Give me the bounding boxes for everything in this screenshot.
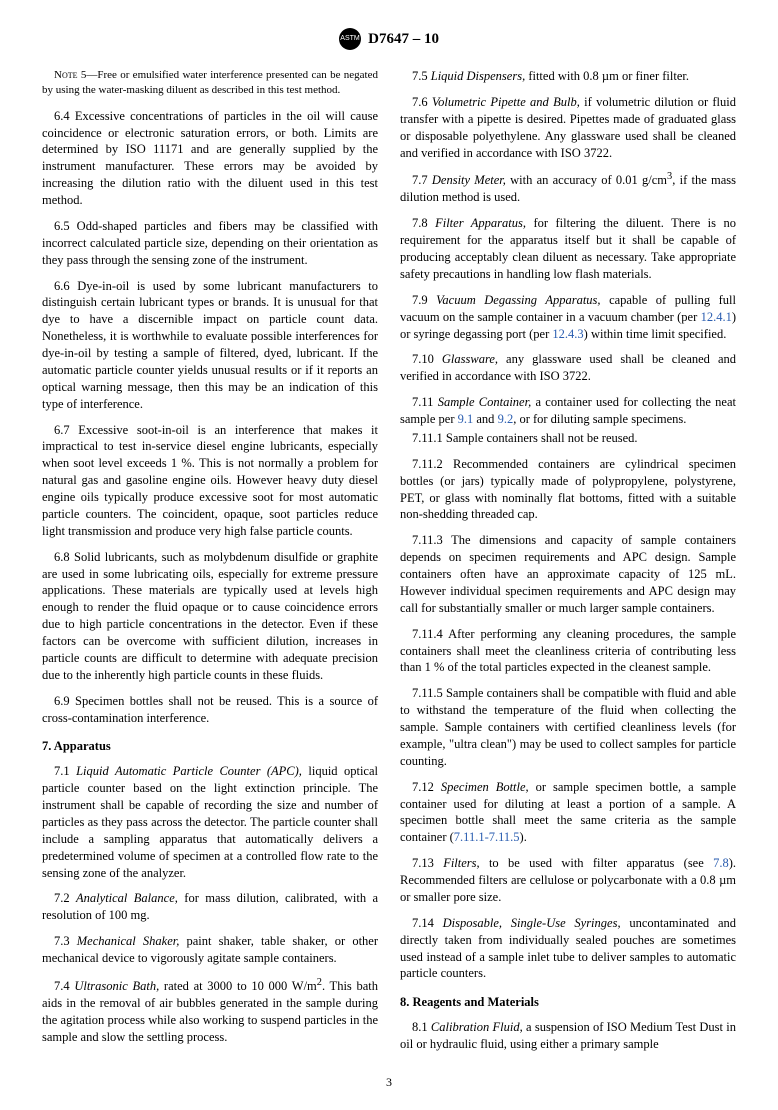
- num-7-1: 7.1: [54, 764, 76, 778]
- para-7-6: 7.6 Volumetric Pipette and Bulb, if volu…: [400, 94, 736, 162]
- para-7-13: 7.13 Filters, to be used with filter app…: [400, 855, 736, 906]
- para-7-11-4: 7.11.4 After performing any cleaning pro…: [400, 626, 736, 677]
- body-7-4a: rated at 3000 to 10 000 W/m: [159, 979, 317, 993]
- num-7-13: 7.13: [412, 856, 443, 870]
- para-7-11-5: 7.11.5 Sample containers shall be compat…: [400, 685, 736, 769]
- ref-12-4-3[interactable]: 12.4.3: [552, 327, 583, 341]
- body-7-11c: , or for diluting sample specimens.: [513, 412, 686, 426]
- ref-7-11-range[interactable]: 7.11.1-7.11.5: [454, 830, 520, 844]
- num-7-3: 7.3: [54, 934, 77, 948]
- body-7-12b: ).: [520, 830, 527, 844]
- term-7-14: Disposable, Single-Use Syringes,: [443, 916, 621, 930]
- para-7-7: 7.7 Density Meter, with an accuracy of 0…: [400, 170, 736, 206]
- num-7-11: 7.11: [412, 395, 438, 409]
- term-7-11: Sample Container,: [438, 395, 532, 409]
- term-7-3: Mechanical Shaker,: [77, 934, 180, 948]
- term-7-1: Liquid Automatic Particle Counter (APC),: [76, 764, 302, 778]
- para-7-11-1: 7.11.1 Sample containers shall not be re…: [400, 430, 736, 447]
- doc-id: D7647 – 10: [368, 29, 439, 49]
- num-7-10: 7.10: [412, 352, 442, 366]
- para-7-11-3: 7.11.3 The dimensions and capacity of sa…: [400, 532, 736, 616]
- para-7-10: 7.10 Glassware, any glassware used shall…: [400, 351, 736, 385]
- ref-9-1[interactable]: 9.1: [458, 412, 474, 426]
- body-columns: Note 5—Free or emulsified water interfer…: [42, 68, 736, 1058]
- para-6-7: 6.7 Excessive soot-in-oil is an interfer…: [42, 422, 378, 540]
- num-7-12: 7.12: [412, 780, 441, 794]
- num-7-14: 7.14: [412, 916, 443, 930]
- num-8-1: 8.1: [412, 1020, 431, 1034]
- heading-7: 7. Apparatus: [42, 738, 378, 755]
- num-7-2: 7.2: [54, 891, 76, 905]
- heading-8: 8. Reagents and Materials: [400, 994, 736, 1011]
- num-7-8: 7.8: [412, 216, 435, 230]
- note-5-label: Note 5—: [54, 69, 97, 81]
- ref-9-2[interactable]: 9.2: [498, 412, 514, 426]
- note-5: Note 5—Free or emulsified water interfer…: [42, 68, 378, 98]
- num-7-6: 7.6: [412, 95, 432, 109]
- para-7-11-2: 7.11.2 Recommended containers are cylind…: [400, 456, 736, 524]
- para-7-8: 7.8 Filter Apparatus, for filtering the …: [400, 215, 736, 283]
- para-7-14: 7.14 Disposable, Single-Use Syringes, un…: [400, 915, 736, 983]
- para-6-9: 6.9 Specimen bottles shall not be reused…: [42, 693, 378, 727]
- para-7-4: 7.4 Ultrasonic Bath, rated at 3000 to 10…: [42, 976, 378, 1046]
- body-7-11b: and: [473, 412, 497, 426]
- para-7-5: 7.5 Liquid Dispensers, fitted with 0.8 µ…: [400, 68, 736, 85]
- body-7-13a: to be used with filter apparatus (see: [480, 856, 713, 870]
- term-7-6: Volumetric Pipette and Bulb,: [432, 95, 580, 109]
- body-7-5: fitted with 0.8 µm or finer filter.: [525, 69, 689, 83]
- ref-7-8[interactable]: 7.8: [713, 856, 729, 870]
- term-8-1: Calibration Fluid,: [431, 1020, 523, 1034]
- term-7-8: Filter Apparatus,: [435, 216, 526, 230]
- para-7-9: 7.9 Vacuum Degassing Apparatus, capable …: [400, 292, 736, 343]
- num-7-9: 7.9: [412, 293, 436, 307]
- num-7-7: 7.7: [412, 174, 432, 188]
- doc-header: ASTM D7647 – 10: [42, 28, 736, 50]
- para-6-4: 6.4 Excessive concentrations of particle…: [42, 108, 378, 209]
- body-7-7a: with an accuracy of 0.01 g/cm: [506, 174, 667, 188]
- para-6-6: 6.6 Dye-in-oil is used by some lubricant…: [42, 278, 378, 413]
- ref-12-4-1[interactable]: 12.4.1: [701, 310, 732, 324]
- para-7-12: 7.12 Specimen Bottle, or sample specimen…: [400, 779, 736, 847]
- body-7-9c: ) within time limit specified.: [584, 327, 727, 341]
- term-7-2: Analytical Balance,: [76, 891, 178, 905]
- para-8-1: 8.1 Calibration Fluid, a suspension of I…: [400, 1019, 736, 1053]
- astm-logo: ASTM: [339, 28, 361, 50]
- page-number: 3: [42, 1074, 736, 1090]
- para-7-2: 7.2 Analytical Balance, for mass dilutio…: [42, 890, 378, 924]
- term-7-7: Density Meter,: [432, 174, 506, 188]
- term-7-5: Liquid Dispensers,: [431, 69, 525, 83]
- term-7-13: Filters,: [443, 856, 479, 870]
- term-7-9: Vacuum Degassing Apparatus,: [436, 293, 600, 307]
- para-7-11: 7.11 Sample Container, a container used …: [400, 394, 736, 428]
- para-7-1: 7.1 Liquid Automatic Particle Counter (A…: [42, 763, 378, 881]
- body-7-1: liquid optical particle counter based on…: [42, 764, 378, 879]
- num-7-5: 7.5: [412, 69, 431, 83]
- term-7-12: Specimen Bottle,: [441, 780, 529, 794]
- para-6-5: 6.5 Odd-shaped particles and fibers may …: [42, 218, 378, 269]
- para-7-3: 7.3 Mechanical Shaker, paint shaker, tab…: [42, 933, 378, 967]
- term-7-10: Glassware,: [442, 352, 498, 366]
- term-7-4: Ultrasonic Bath,: [74, 979, 159, 993]
- para-6-8: 6.8 Solid lubricants, such as molybdenum…: [42, 549, 378, 684]
- num-7-4: 7.4: [54, 979, 74, 993]
